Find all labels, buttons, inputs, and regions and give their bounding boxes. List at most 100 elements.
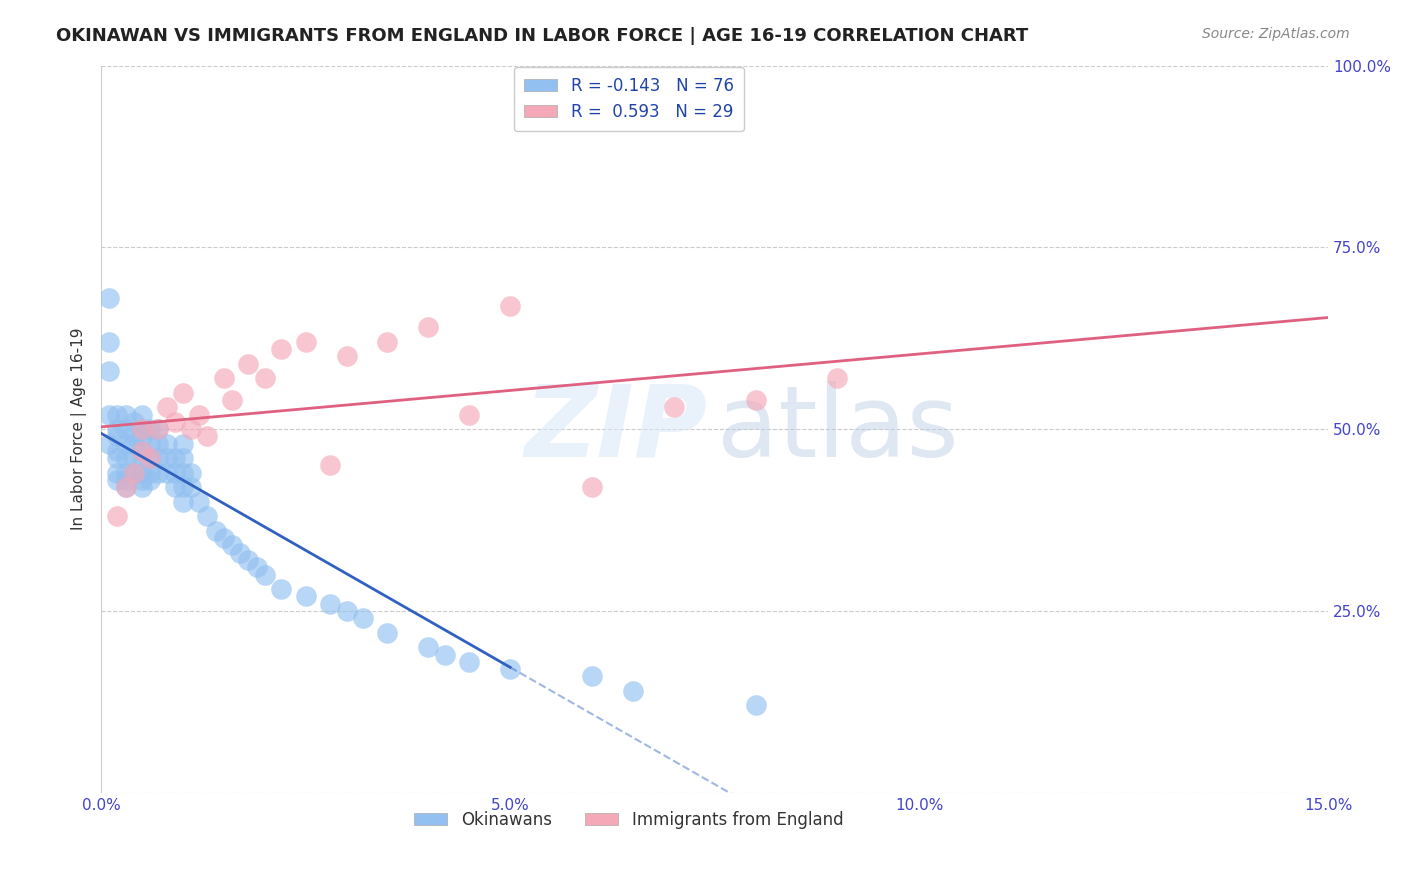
Point <box>131 480 153 494</box>
Point <box>114 480 136 494</box>
Point <box>188 408 211 422</box>
Point <box>433 648 456 662</box>
Point <box>377 625 399 640</box>
Point <box>131 473 153 487</box>
Point <box>335 350 357 364</box>
Point <box>221 538 243 552</box>
Point <box>122 429 145 443</box>
Point <box>139 451 162 466</box>
Point <box>122 451 145 466</box>
Point <box>131 458 153 473</box>
Point <box>163 480 186 494</box>
Point <box>107 451 129 466</box>
Point <box>139 422 162 436</box>
Point <box>107 429 129 443</box>
Point <box>172 436 194 450</box>
Point <box>204 524 226 538</box>
Point <box>172 495 194 509</box>
Point <box>131 422 153 436</box>
Point <box>131 444 153 458</box>
Point <box>98 334 121 349</box>
Text: OKINAWAN VS IMMIGRANTS FROM ENGLAND IN LABOR FORCE | AGE 16-19 CORRELATION CHART: OKINAWAN VS IMMIGRANTS FROM ENGLAND IN L… <box>56 27 1029 45</box>
Y-axis label: In Labor Force | Age 16-19: In Labor Force | Age 16-19 <box>72 328 87 531</box>
Point <box>499 299 522 313</box>
Point <box>197 429 219 443</box>
Point <box>744 698 766 713</box>
Point <box>827 371 849 385</box>
Point <box>377 334 399 349</box>
Point <box>155 466 177 480</box>
Point <box>352 611 374 625</box>
Point <box>114 408 136 422</box>
Point <box>139 473 162 487</box>
Point <box>458 655 481 669</box>
Point <box>499 662 522 676</box>
Point <box>212 371 235 385</box>
Point <box>581 669 603 683</box>
Point <box>107 408 129 422</box>
Point <box>238 357 260 371</box>
Point <box>98 436 121 450</box>
Point <box>172 466 194 480</box>
Point <box>270 582 292 596</box>
Point <box>114 422 136 436</box>
Text: Source: ZipAtlas.com: Source: ZipAtlas.com <box>1202 27 1350 41</box>
Point <box>621 684 644 698</box>
Point <box>581 480 603 494</box>
Text: atlas: atlas <box>717 381 957 477</box>
Point <box>122 466 145 480</box>
Point <box>107 509 129 524</box>
Point <box>107 422 129 436</box>
Point <box>163 415 186 429</box>
Point <box>335 604 357 618</box>
Point <box>172 451 194 466</box>
Point <box>148 436 170 450</box>
Text: ZIP: ZIP <box>524 381 709 477</box>
Point <box>245 560 267 574</box>
Point <box>155 436 177 450</box>
Point <box>155 401 177 415</box>
Point <box>253 567 276 582</box>
Point <box>114 451 136 466</box>
Point <box>107 473 129 487</box>
Point <box>114 436 136 450</box>
Legend: Okinawans, Immigrants from England: Okinawans, Immigrants from England <box>408 804 851 835</box>
Point <box>114 480 136 494</box>
Point <box>229 546 252 560</box>
Point <box>172 480 194 494</box>
Point <box>662 401 685 415</box>
Point <box>155 451 177 466</box>
Point <box>197 509 219 524</box>
Point <box>107 444 129 458</box>
Point <box>131 466 153 480</box>
Point <box>98 291 121 305</box>
Point <box>294 590 316 604</box>
Point <box>131 408 153 422</box>
Point <box>139 451 162 466</box>
Point <box>180 422 202 436</box>
Point <box>131 422 153 436</box>
Point <box>122 466 145 480</box>
Point <box>148 466 170 480</box>
Point <box>180 466 202 480</box>
Point <box>163 451 186 466</box>
Point <box>418 320 440 334</box>
Point <box>270 342 292 356</box>
Point <box>180 480 202 494</box>
Point <box>744 392 766 407</box>
Point <box>163 466 186 480</box>
Point <box>418 640 440 655</box>
Point <box>188 495 211 509</box>
Point <box>139 466 162 480</box>
Point <box>122 415 145 429</box>
Point <box>238 553 260 567</box>
Point <box>212 531 235 545</box>
Point <box>294 334 316 349</box>
Point <box>458 408 481 422</box>
Point <box>131 429 153 443</box>
Point <box>148 422 170 436</box>
Point <box>172 385 194 400</box>
Point <box>319 458 342 473</box>
Point <box>148 451 170 466</box>
Point <box>319 597 342 611</box>
